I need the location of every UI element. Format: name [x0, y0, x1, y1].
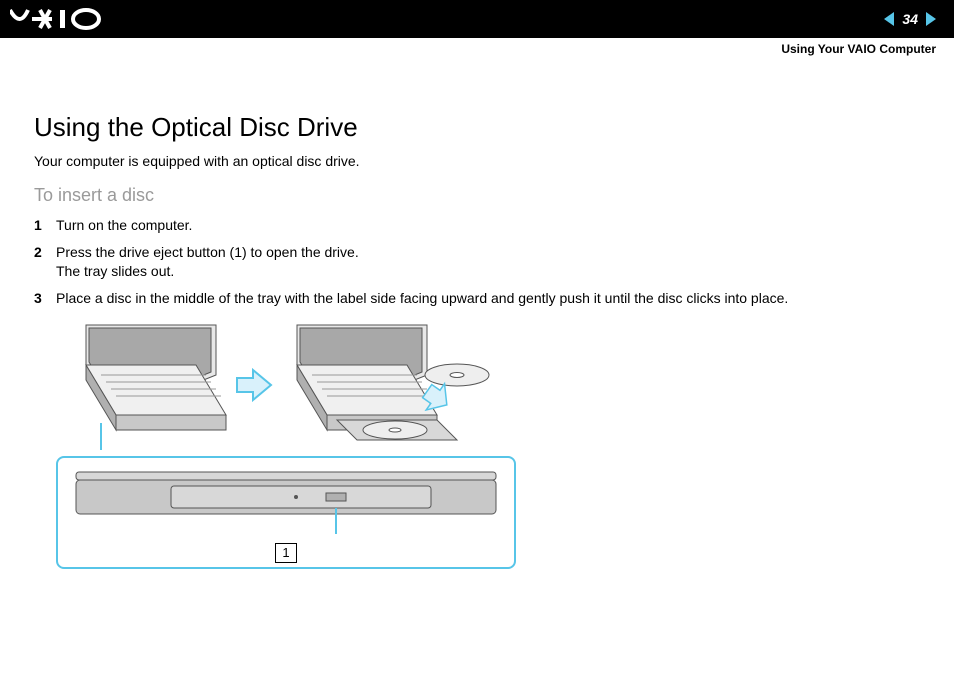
page-title: Using the Optical Disc Drive — [34, 112, 920, 143]
page-number: 34 — [902, 11, 918, 27]
step-item: 1 Turn on the computer. — [34, 216, 920, 235]
page-content: Using the Optical Disc Drive Your comput… — [0, 38, 954, 569]
step-item: 3 Place a disc in the middle of the tray… — [34, 289, 920, 308]
step-number: 3 — [34, 289, 56, 308]
laptop-open-tray-illustration — [277, 320, 497, 450]
step-text: Press the drive eject button (1) to open… — [56, 243, 920, 281]
page-header: 34 — [0, 0, 954, 38]
figure-top-row — [56, 320, 516, 450]
prev-page-arrow[interactable] — [884, 12, 894, 26]
vaio-logo — [10, 8, 120, 30]
header-right: 34 — [884, 11, 936, 27]
step-item: 2 Press the drive eject button (1) to op… — [34, 243, 920, 281]
subheading: To insert a disc — [34, 185, 920, 206]
step-text: Place a disc in the middle of the tray w… — [56, 289, 920, 308]
intro-text: Your computer is equipped with an optica… — [34, 153, 920, 169]
sequence-arrow-icon — [235, 368, 273, 402]
callout-label: 1 — [275, 543, 297, 563]
figure-callout-panel: 1 — [56, 456, 516, 569]
step-list: 1 Turn on the computer. 2 Press the driv… — [34, 216, 920, 308]
next-page-arrow[interactable] — [926, 12, 936, 26]
figure: 1 — [56, 320, 516, 569]
step-number: 1 — [34, 216, 56, 235]
laptop-front-illustration — [71, 466, 501, 536]
step-text: Turn on the computer. — [56, 216, 920, 235]
laptop-closed-illustration — [56, 320, 231, 450]
section-name: Using Your VAIO Computer — [781, 42, 936, 56]
step-number: 2 — [34, 243, 56, 281]
